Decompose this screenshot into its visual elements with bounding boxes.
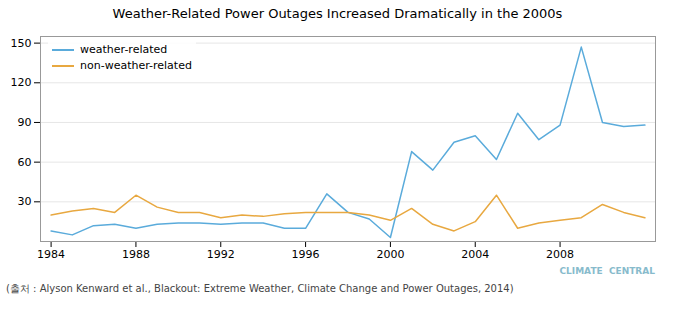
- html-text:Weather-Related Power Outages: Weather-Related Power Outages Increased …: [112, 6, 563, 21]
- svg-text:150: 150: [11, 37, 32, 50]
- svg-text:2004: 2004: [461, 248, 489, 261]
- svg-text:120: 120: [11, 76, 32, 89]
- svg-text:1992: 1992: [207, 248, 235, 261]
- svg-text:60: 60: [18, 156, 32, 169]
- svg-text:1988: 1988: [122, 248, 150, 261]
- svg-text:1984: 1984: [37, 248, 65, 261]
- svg-text:2000: 2000: [376, 248, 404, 261]
- svg-text:2008: 2008: [546, 248, 574, 261]
- svg-text:1996: 1996: [292, 248, 320, 261]
- html-text:non-weather-related: non-weather-related: [80, 59, 192, 72]
- html-text:(출처 : Alyson Kenward et al., B: (출처 : Alyson Kenward et al., Blackout: E…: [6, 283, 514, 294]
- html-text:CLIMATE CENTRAL: CLIMATE CENTRAL: [559, 266, 655, 276]
- svg-text:90: 90: [18, 116, 32, 129]
- html-text:weather-related: weather-related: [80, 43, 168, 56]
- svg-text:30: 30: [18, 195, 32, 208]
